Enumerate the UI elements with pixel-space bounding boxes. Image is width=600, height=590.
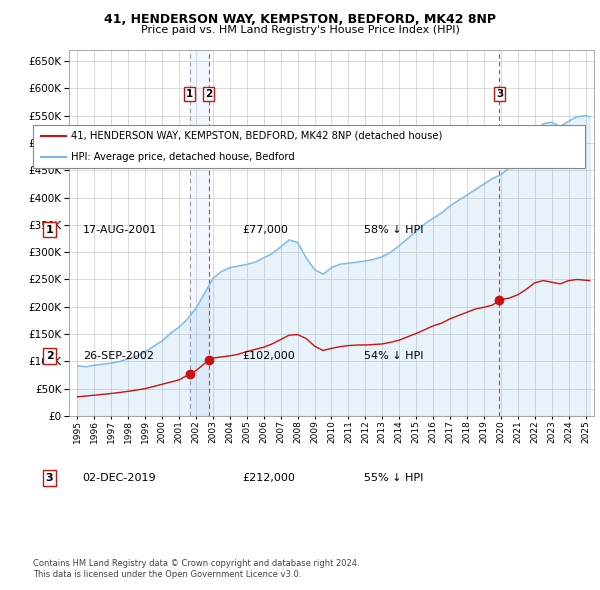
Bar xyxy=(190,50,209,416)
Text: £102,000: £102,000 xyxy=(243,351,296,361)
Text: 3: 3 xyxy=(496,89,503,99)
Text: 1: 1 xyxy=(186,89,193,99)
Text: 41, HENDERSON WAY, KEMPSTON, BEDFORD, MK42 8NP (detached house): 41, HENDERSON WAY, KEMPSTON, BEDFORD, MK… xyxy=(71,131,442,141)
Text: 2: 2 xyxy=(205,89,212,99)
Text: 54% ↓ HPI: 54% ↓ HPI xyxy=(364,351,424,361)
Text: 17-AUG-2001: 17-AUG-2001 xyxy=(83,225,157,235)
Text: 1: 1 xyxy=(46,225,53,235)
FancyBboxPatch shape xyxy=(33,125,585,168)
Text: 3: 3 xyxy=(46,473,53,483)
Text: 58% ↓ HPI: 58% ↓ HPI xyxy=(364,225,424,235)
Text: 2: 2 xyxy=(46,351,53,361)
Text: 41, HENDERSON WAY, KEMPSTON, BEDFORD, MK42 8NP: 41, HENDERSON WAY, KEMPSTON, BEDFORD, MK… xyxy=(104,13,496,26)
Text: HPI: Average price, detached house, Bedford: HPI: Average price, detached house, Bedf… xyxy=(71,152,294,162)
Text: 02-DEC-2019: 02-DEC-2019 xyxy=(83,473,157,483)
Text: 26-SEP-2002: 26-SEP-2002 xyxy=(83,351,154,361)
Text: 55% ↓ HPI: 55% ↓ HPI xyxy=(364,473,424,483)
Text: £212,000: £212,000 xyxy=(243,473,296,483)
Text: Price paid vs. HM Land Registry's House Price Index (HPI): Price paid vs. HM Land Registry's House … xyxy=(140,25,460,35)
Text: £77,000: £77,000 xyxy=(243,225,289,235)
Text: Contains HM Land Registry data © Crown copyright and database right 2024.
This d: Contains HM Land Registry data © Crown c… xyxy=(33,559,359,579)
